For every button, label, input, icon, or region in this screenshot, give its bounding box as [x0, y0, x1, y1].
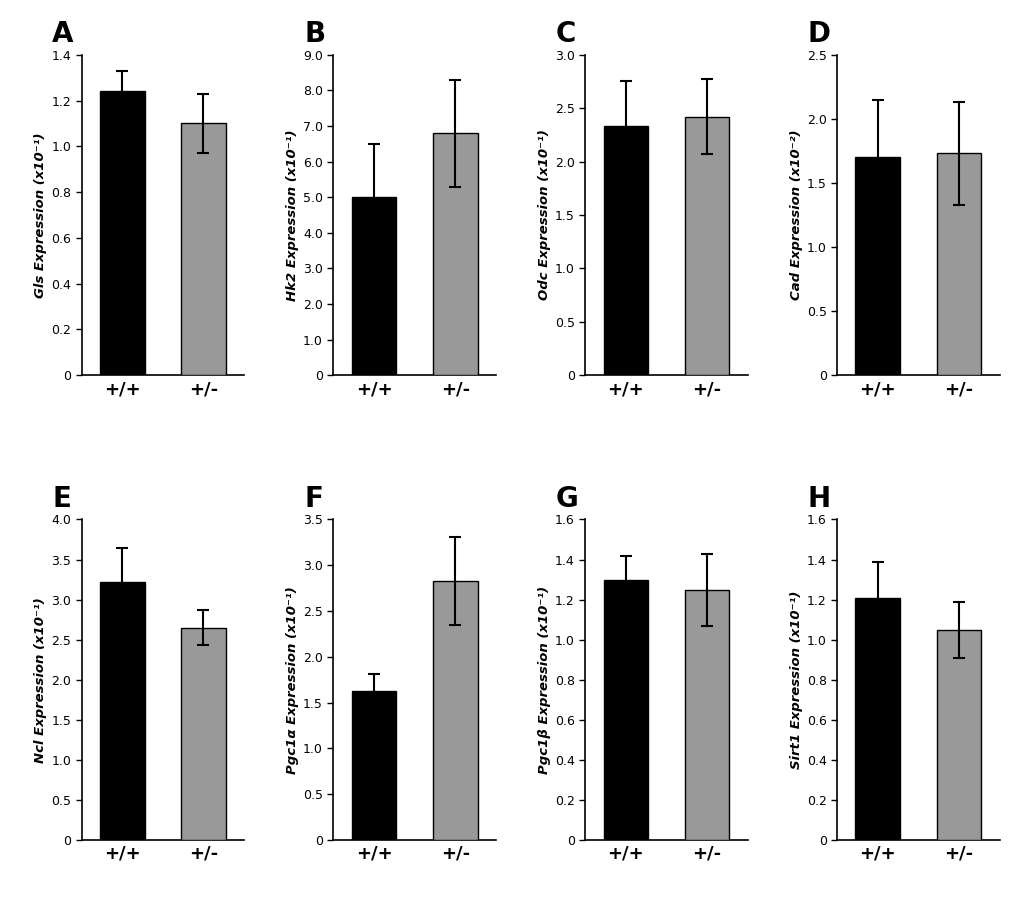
Text: G: G — [555, 485, 578, 513]
Bar — [684, 117, 729, 375]
Text: D: D — [807, 20, 830, 48]
Text: B: B — [304, 20, 325, 48]
Y-axis label: Ncl Expression (x10⁻¹): Ncl Expression (x10⁻¹) — [34, 597, 47, 762]
Text: H: H — [807, 485, 830, 513]
Y-axis label: Sirt1 Expression (x10⁻¹): Sirt1 Expression (x10⁻¹) — [789, 591, 802, 769]
Text: C: C — [555, 20, 576, 48]
Bar — [100, 582, 145, 840]
Bar — [432, 581, 477, 840]
Bar — [603, 126, 648, 375]
Bar — [603, 580, 648, 840]
Bar — [855, 157, 899, 375]
Y-axis label: Odc Expression (x10⁻¹): Odc Expression (x10⁻¹) — [537, 130, 550, 300]
Y-axis label: Hk2 Expression (x10⁻¹): Hk2 Expression (x10⁻¹) — [285, 130, 299, 300]
Y-axis label: Cad Expression (x10⁻²): Cad Expression (x10⁻²) — [789, 130, 802, 300]
Bar — [855, 598, 899, 840]
Bar — [935, 153, 980, 375]
Y-axis label: Gls Expression (x10⁻¹): Gls Expression (x10⁻¹) — [34, 132, 47, 298]
Bar — [935, 630, 980, 840]
Y-axis label: Pgc1β Expression (x10⁻¹): Pgc1β Expression (x10⁻¹) — [537, 585, 550, 774]
Bar — [100, 91, 145, 375]
Bar — [684, 590, 729, 840]
Bar — [181, 123, 225, 375]
Y-axis label: Pgc1α Expression (x10⁻¹): Pgc1α Expression (x10⁻¹) — [285, 586, 299, 773]
Bar — [432, 133, 477, 375]
Bar — [352, 197, 396, 375]
Bar — [181, 627, 225, 840]
Bar — [352, 691, 396, 840]
Text: F: F — [304, 485, 323, 513]
Text: A: A — [52, 20, 73, 48]
Text: E: E — [52, 485, 71, 513]
